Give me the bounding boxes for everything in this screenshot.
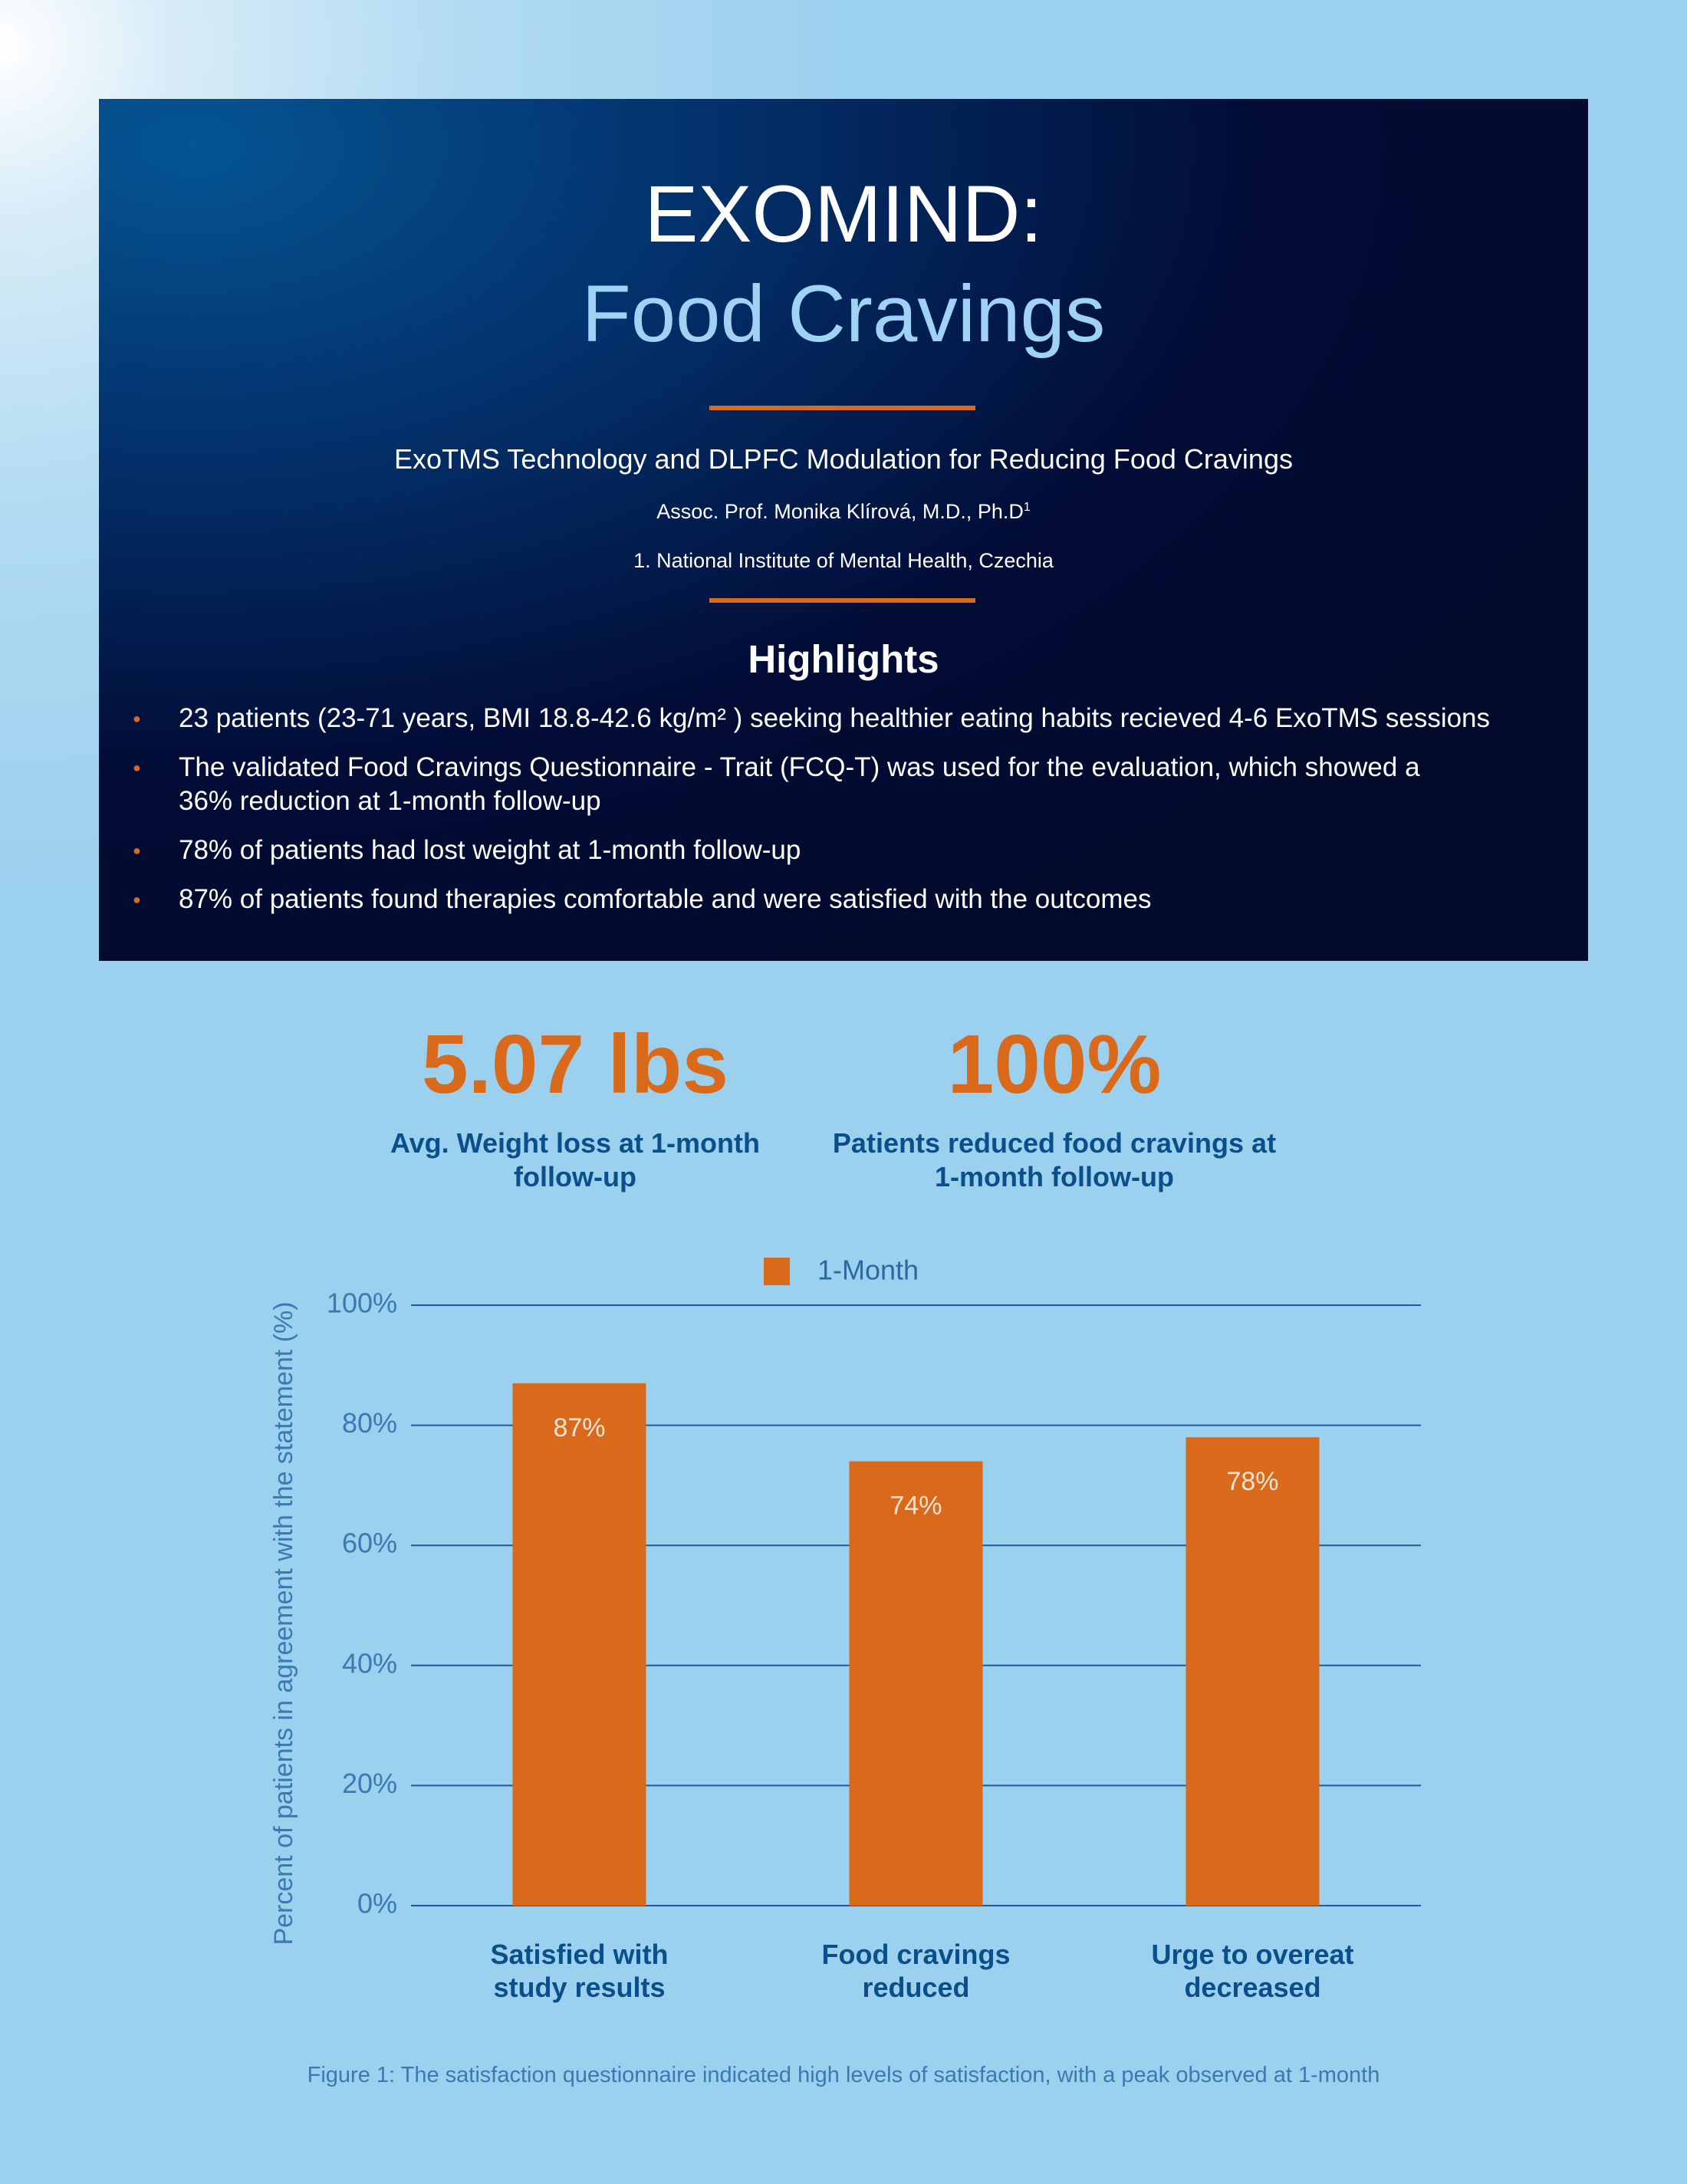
highlight-item: ● 23 patients (23-71 years, BMI 18.8-42.6…	[133, 702, 1582, 735]
tagline: ExoTMS Technology and DLPFC Modulation f…	[394, 443, 1293, 475]
title: EXOMIND:	[644, 169, 1043, 259]
stat-value: 100%	[947, 1018, 1162, 1111]
bar	[512, 1383, 646, 1906]
subtitle: Food Cravings	[581, 269, 1106, 359]
bar	[849, 1461, 983, 1906]
stat-value: 5.07 lbs	[422, 1018, 728, 1111]
bullet: ●	[133, 843, 141, 858]
x-tick-label: Food cravings reduced	[821, 1939, 1011, 2003]
highlight-text: 23 patients (23-71 years, BMI 18.8-42.6 …	[179, 703, 1491, 733]
y-tick-label: 20%	[342, 1768, 397, 1799]
divider	[709, 406, 975, 410]
bullet: ●	[133, 892, 141, 907]
author: Assoc. Prof. Monika Klírová, M.D., Ph.D1	[0, 500, 1687, 524]
x-tick-label: Satisfied with study results	[490, 1939, 669, 2003]
y-tick-label: 100%	[327, 1288, 397, 1319]
bullet: ●	[133, 711, 141, 726]
y-tick-label: 60%	[342, 1528, 397, 1559]
affiliation: 1. National Institute of Mental Health, …	[633, 549, 1054, 572]
header-panel	[99, 99, 1588, 961]
highlight-item: ● The validated Food Cravings Questionnai…	[133, 751, 1436, 818]
x-tick-label: Urge to overeat decreased	[1151, 1939, 1354, 2003]
y-tick-label: 40%	[342, 1647, 397, 1679]
value-label: 74%	[890, 1492, 942, 1521]
highlight-item: ● 78% of patients had lost weight at 1-mo…	[133, 834, 1582, 867]
highlight-text: 78% of patients had lost weight at 1-mon…	[179, 835, 801, 865]
legend-label: 1-Month	[817, 1255, 919, 1286]
divider	[709, 598, 975, 603]
legend-swatch	[764, 1258, 790, 1285]
y-tick-label: 80%	[342, 1407, 397, 1439]
highlight-text: The validated Food Cravings Questionnair…	[179, 752, 1420, 816]
author-mark: 1	[1023, 501, 1031, 514]
author-name: Assoc. Prof. Monika Klírová, M.D., Ph.D	[656, 500, 1024, 523]
y-tick-label: 0%	[357, 1888, 397, 1919]
highlight-text: 87% of patients found therapies comforta…	[179, 884, 1152, 914]
highlights-list: ● 23 patients (23-71 years, BMI 18.8-42.6…	[133, 702, 1582, 932]
stat-label: Avg. Weight loss at 1-month follow-up	[390, 1127, 761, 1192]
y-axis-label: Percent of patients in agreement with th…	[269, 1301, 298, 1945]
value-label: 87%	[553, 1413, 605, 1442]
stat-label: Patients reduced food cravings at 1-mont…	[832, 1127, 1277, 1192]
bar	[1186, 1437, 1320, 1906]
highlight-item: ● 87% of patients found therapies comfort…	[133, 883, 1582, 916]
caption: Figure 1: The satisfaction questionnaire…	[307, 2063, 1380, 2087]
bullet: ●	[133, 760, 141, 775]
highlights-title: Highlights	[748, 637, 939, 681]
value-label: 78%	[1226, 1467, 1278, 1496]
